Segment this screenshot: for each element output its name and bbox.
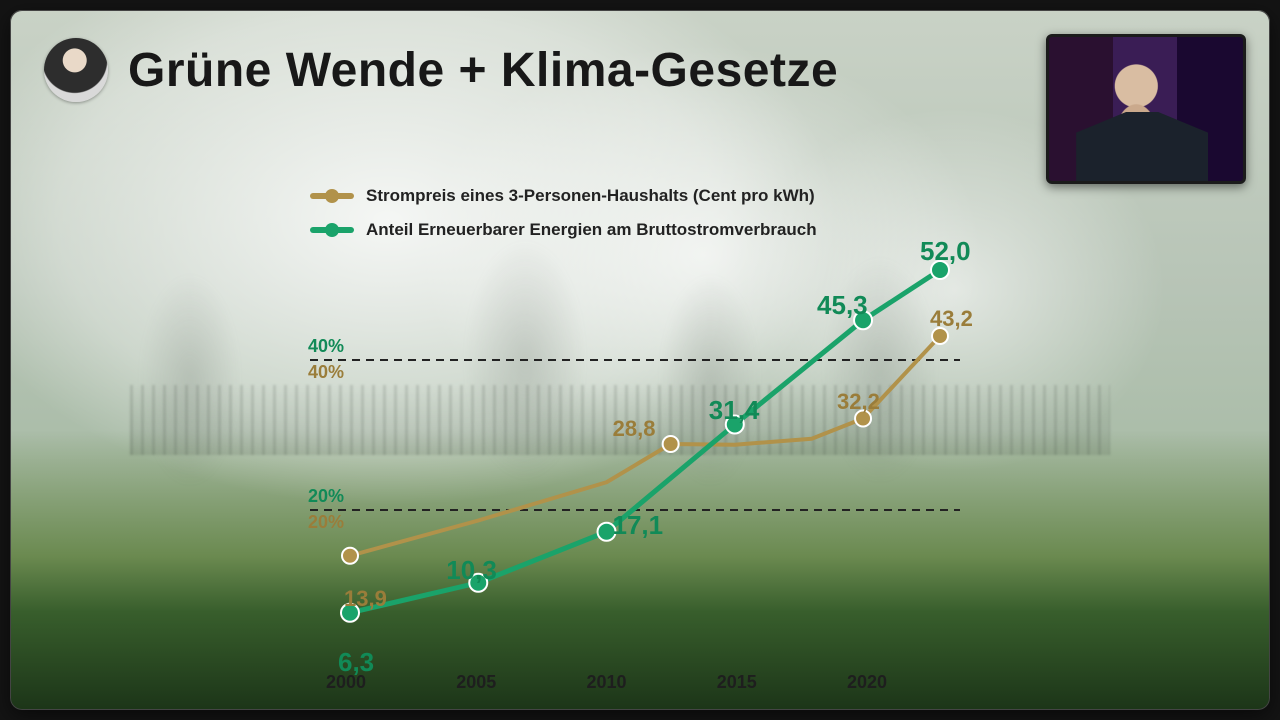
chart-point-label: 10,3 <box>446 555 497 586</box>
x-tick-label: 2005 <box>456 672 496 693</box>
chart-point-label: 31,4 <box>709 395 760 426</box>
chart-point-label: 13,9 <box>344 586 387 612</box>
chart-point-label: 6,3 <box>338 647 374 678</box>
x-tick-label: 2020 <box>847 672 887 693</box>
chart-x-axis: 20002005201020152020 <box>326 672 887 693</box>
slide: Grüne Wende + Klima-Gesetze Strompreis e… <box>10 10 1270 710</box>
chart-point-label: 17,1 <box>613 510 664 541</box>
presenter-webcam <box>1046 34 1246 184</box>
chart-point-label: 45,3 <box>817 290 868 321</box>
chart-point-label: 52,0 <box>920 236 971 267</box>
chart-ref-label: 40% <box>308 362 344 383</box>
chart-point-label: 28,8 <box>613 416 656 442</box>
x-tick-label: 2010 <box>586 672 626 693</box>
chart-ref-label: 20% <box>308 486 344 507</box>
slide-title: Grüne Wende + Klima-Gesetze <box>128 43 838 98</box>
chart-point-label: 32,2 <box>837 389 880 415</box>
chart-point-label: 43,2 <box>930 306 973 332</box>
chart-ref-label: 20% <box>308 512 344 533</box>
presenter-avatar <box>44 38 108 102</box>
chart-ref-label: 40% <box>308 336 344 357</box>
x-tick-label: 2015 <box>717 672 757 693</box>
bg-tower <box>120 230 260 530</box>
